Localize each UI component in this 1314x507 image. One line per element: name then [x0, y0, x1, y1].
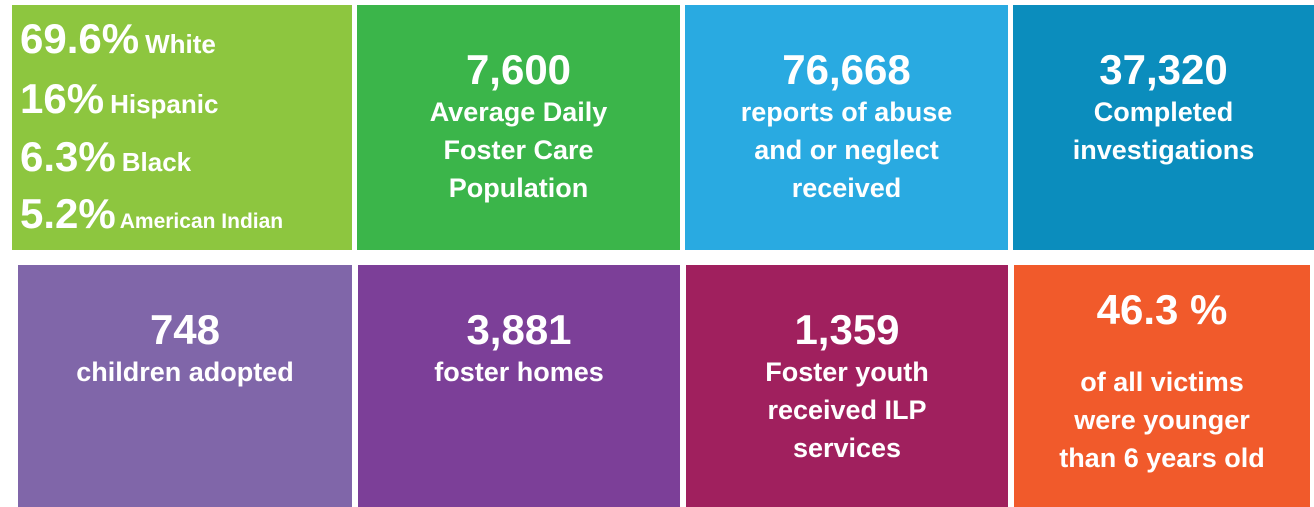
demographic-value: 16% — [20, 75, 105, 122]
demographics-tile: 69.6% White 16% Hispanic 6.3% Black 5.2% Americ… — [12, 5, 352, 250]
stat-number: 748 — [149, 306, 221, 353]
stat-number: 46.3 % — [1096, 286, 1228, 333]
stat-number: 1,359 — [794, 306, 900, 353]
stat-label: reports of abuse — [740, 97, 953, 127]
stat-label: Foster youth — [765, 357, 929, 387]
stat-label: of all victims — [1080, 367, 1244, 397]
demographic-value: 6.3% — [20, 133, 116, 180]
stat-label: were younger — [1074, 405, 1250, 435]
demographic-value: 5.2% — [20, 190, 116, 237]
stat-tile: 3,881 foster homes — [358, 265, 680, 507]
stat-tile: 7,600 Average Daily Foster Care Population — [357, 5, 680, 250]
stat-number: 7,600 — [465, 46, 572, 93]
demographic-label: White — [145, 29, 216, 59]
stat-number: 76,668 — [782, 46, 911, 93]
stat-label: Population — [448, 173, 589, 203]
stat-tile: 37,320 Completed investigations — [1013, 5, 1314, 250]
demographic-label: Black — [121, 147, 192, 177]
demographic-label: Hispanic — [110, 89, 219, 119]
stat-label: received — [791, 173, 902, 203]
stat-number: 3,881 — [466, 306, 572, 353]
demographic-row: 6.3% Black — [20, 133, 191, 181]
stat-label: services — [792, 433, 902, 463]
stat-label: received ILP — [767, 395, 927, 425]
stat-label: children adopted — [76, 357, 294, 387]
demographic-label: American Indian — [119, 210, 284, 233]
demographic-value: 69.6% — [20, 15, 140, 62]
stat-label: investigations — [1072, 135, 1255, 165]
stat-number: 37,320 — [1099, 46, 1228, 93]
stat-label: foster homes — [434, 357, 604, 387]
stat-tile: 748 children adopted — [18, 265, 352, 507]
stat-label: Average Daily — [429, 97, 608, 127]
stat-label: and or neglect — [754, 135, 939, 165]
stat-tile: 46.3 % of all victims were younger than 6 y… — [1014, 265, 1310, 507]
stat-label: Foster Care — [443, 135, 594, 165]
stat-tile: 76,668 reports of abuse and or neglect rece… — [685, 5, 1008, 250]
demographic-row: 69.6% White — [20, 15, 216, 63]
stat-label: than 6 years old — [1059, 443, 1265, 473]
demographic-row: 5.2% American Indian — [20, 190, 283, 238]
stat-label: Completed — [1093, 97, 1234, 127]
demographic-row: 16% Hispanic — [20, 75, 218, 123]
stat-tile: 1,359 Foster youth received ILP services — [686, 265, 1008, 507]
